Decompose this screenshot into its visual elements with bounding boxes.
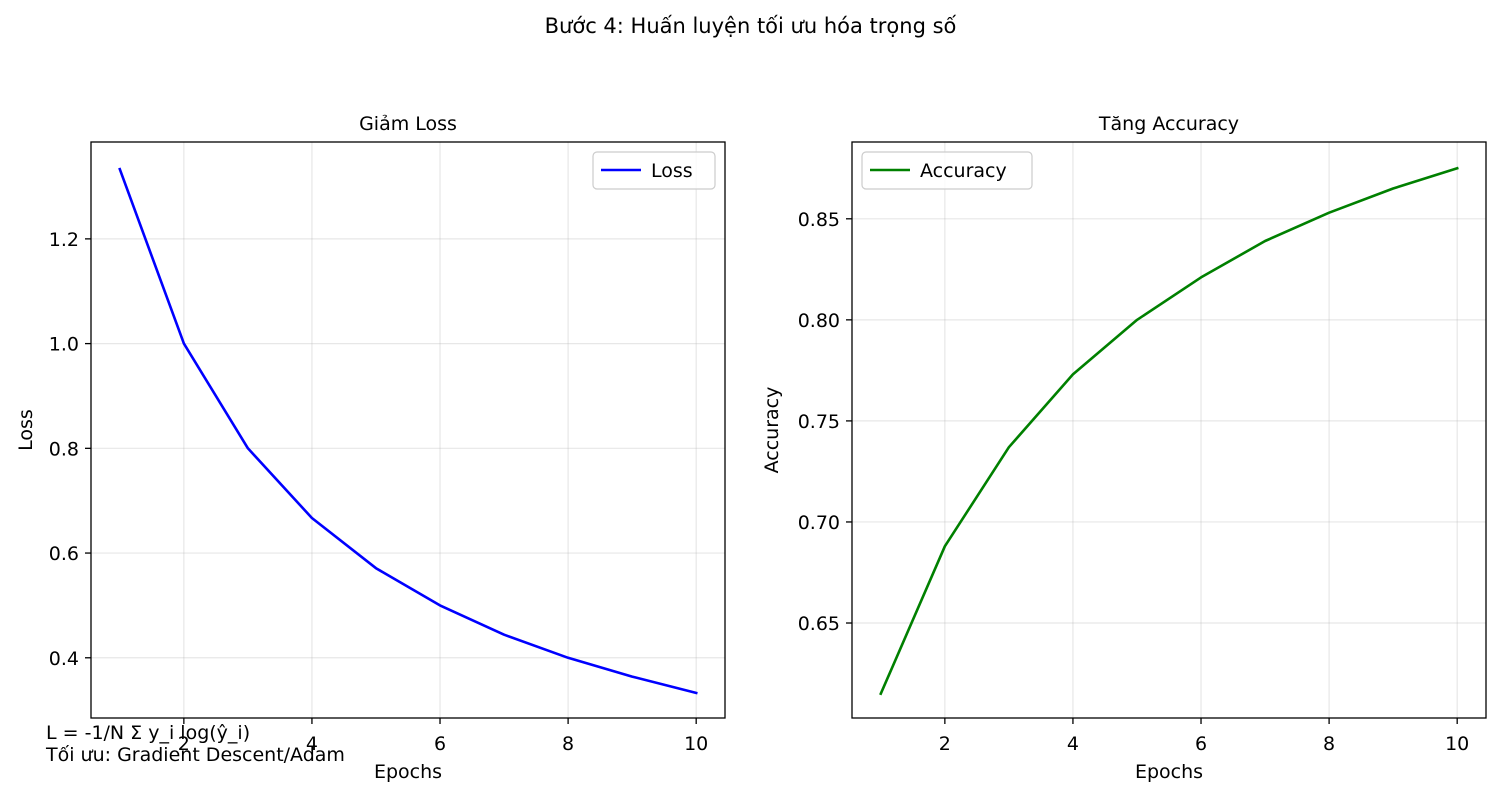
optimizer-line: Tối ưu: Gradient Descent/Adam xyxy=(46,744,345,766)
accuracy-series-line xyxy=(879,166,1459,696)
legend-box xyxy=(861,151,1033,190)
accuracy-chart: Tăng Accuracy 2 4 6 8 10 0.65 0.70 0.75 0.80 0.85 E… xyxy=(761,113,1487,783)
y-tick-label: 0.65 xyxy=(798,613,840,635)
y-tick-label: 1.0 xyxy=(49,334,79,356)
accuracy-legend: Accuracy xyxy=(861,151,1033,190)
accuracy-y-axis-label: Accuracy xyxy=(761,387,783,474)
accuracy-axes-frame xyxy=(851,141,1487,719)
loss-series-line xyxy=(118,167,698,695)
y-tick-label: 0.80 xyxy=(798,310,840,332)
x-tick-label: 8 xyxy=(562,733,574,755)
accuracy-x-axis-label: Epochs xyxy=(1135,761,1203,783)
formula-line: L = -1/N Σ y_i log(ŷ_i) xyxy=(46,722,251,744)
x-tick-label: 8 xyxy=(1323,733,1335,755)
x-tick-label: 6 xyxy=(1195,733,1207,755)
y-tick-label: 0.8 xyxy=(49,438,79,460)
legend-label: Accuracy xyxy=(920,160,1007,182)
legend-label: Loss xyxy=(651,160,693,182)
x-tick-label: 10 xyxy=(684,733,708,755)
y-tick-label: 1.2 xyxy=(49,229,79,251)
loss-chart: Giảm Loss 2 4 6 8 10 0.4 0.6 0.8 1.0 1.2 Epochs Loss… xyxy=(15,113,726,783)
x-tick-label: 4 xyxy=(1067,733,1079,755)
loss-chart-title: Giảm Loss xyxy=(359,113,457,135)
x-tick-label: 2 xyxy=(939,733,951,755)
x-tick-label: 4 xyxy=(306,733,318,755)
figure-title: Bước 4: Huấn luyện tối ưu hóa trọng số xyxy=(544,14,957,38)
x-tick-label: 6 xyxy=(434,733,446,755)
y-tick-label: 0.4 xyxy=(49,648,79,670)
loss-axes-frame xyxy=(90,141,726,719)
y-tick-label: 0.75 xyxy=(798,411,840,433)
x-tick-label: 10 xyxy=(1445,733,1469,755)
formula-note: L = -1/N Σ y_i log(ŷ_i) Tối ưu: Gradient… xyxy=(46,722,345,766)
accuracy-chart-title: Tăng Accuracy xyxy=(1098,113,1239,135)
loss-y-axis-label: Loss xyxy=(15,409,37,451)
loss-x-axis-label: Epochs xyxy=(374,761,442,783)
loss-legend: Loss xyxy=(592,151,716,190)
y-tick-label: 0.70 xyxy=(798,512,840,534)
x-tick-label: 2 xyxy=(178,733,190,755)
legend-box xyxy=(592,151,716,190)
y-tick-label: 0.85 xyxy=(798,209,840,231)
y-tick-label: 0.6 xyxy=(49,543,79,565)
